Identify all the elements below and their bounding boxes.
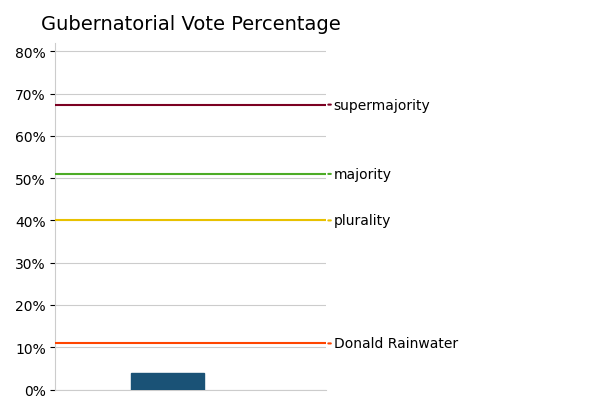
Bar: [131, 373, 204, 389]
Text: supermajority: supermajority: [333, 98, 430, 112]
Text: majority: majority: [333, 168, 392, 181]
Title: Gubernatorial Vote Percentage: Gubernatorial Vote Percentage: [41, 15, 340, 34]
Text: plurality: plurality: [333, 214, 391, 228]
Text: Donald Rainwater: Donald Rainwater: [333, 337, 458, 351]
